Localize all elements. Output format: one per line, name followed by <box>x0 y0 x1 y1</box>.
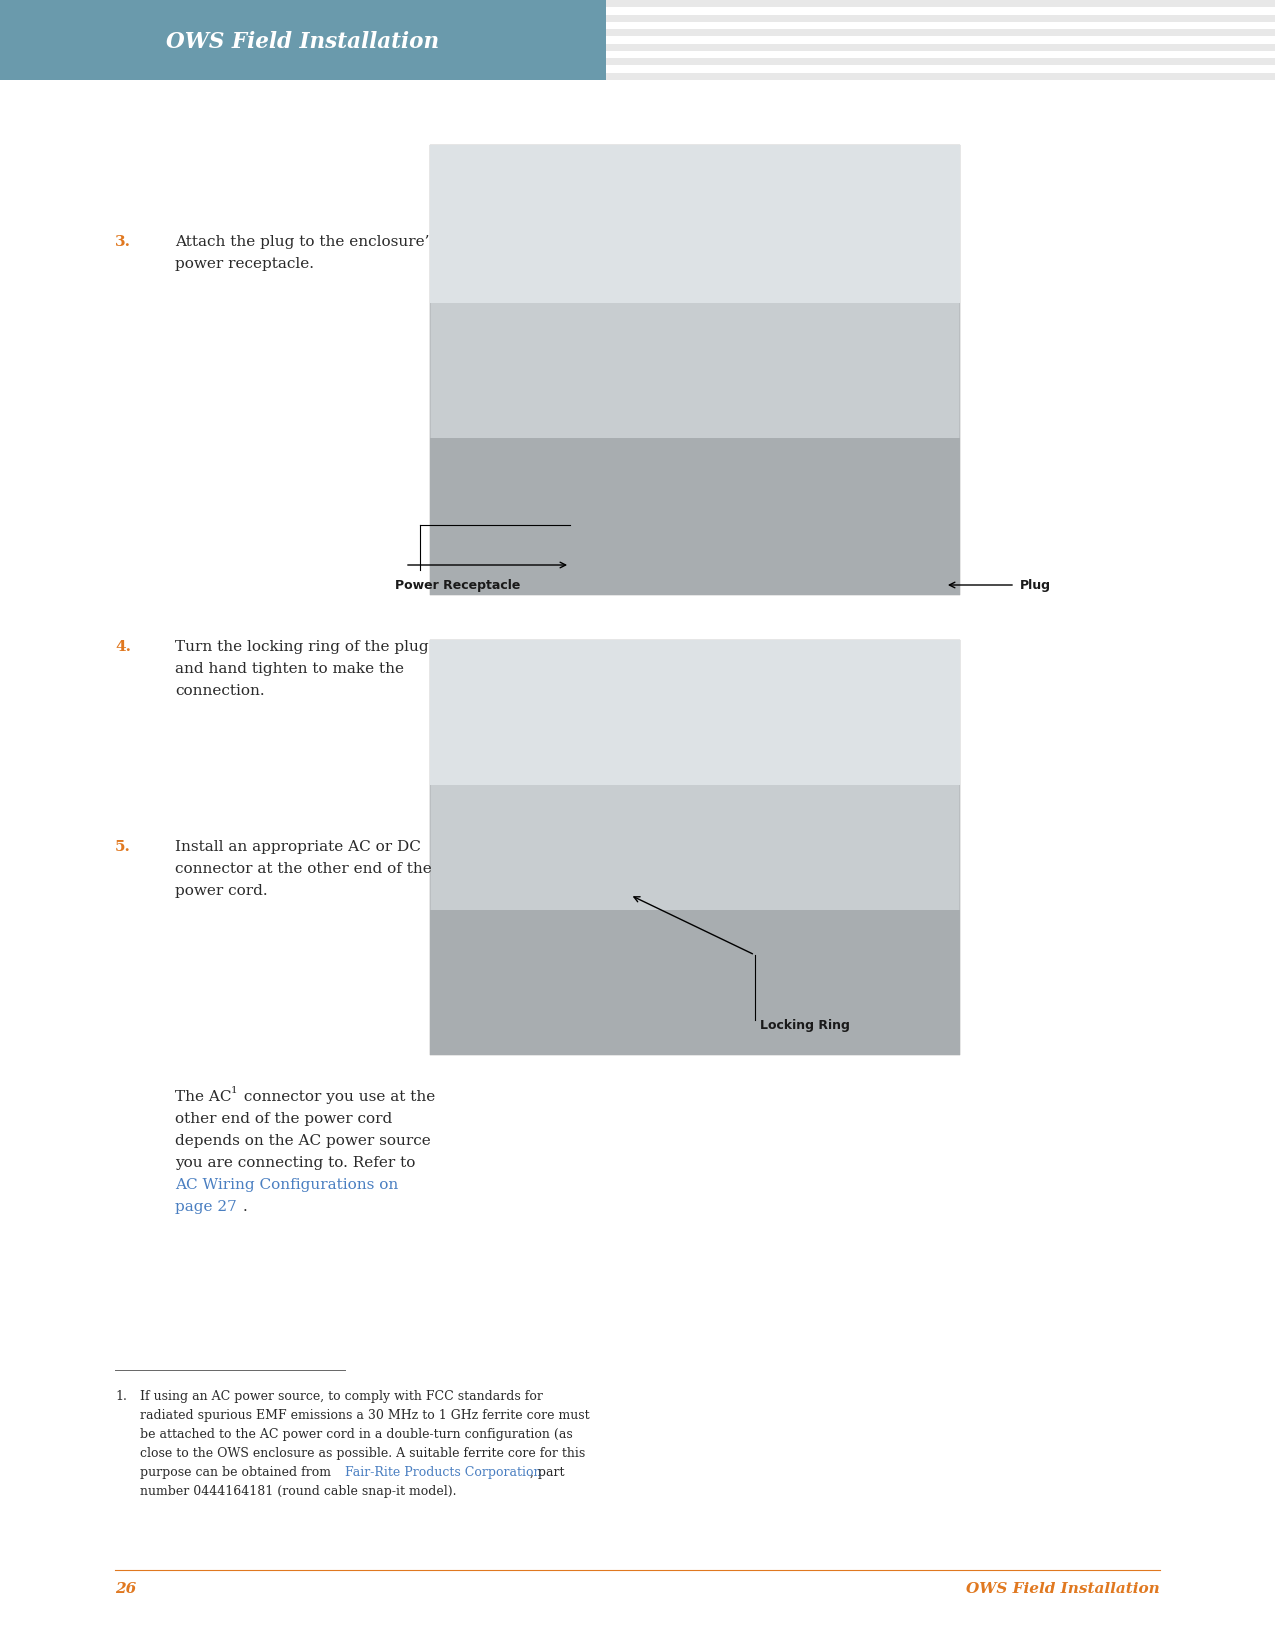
Text: connector you use at the: connector you use at the <box>238 1091 435 1104</box>
Bar <box>606 43 1275 51</box>
Bar <box>606 66 1275 73</box>
Text: other end of the power cord: other end of the power cord <box>175 1112 393 1125</box>
Text: If using an AC power source, to comply with FCC standards for: If using an AC power source, to comply w… <box>140 1389 543 1402</box>
Text: The AC: The AC <box>175 1091 232 1104</box>
Bar <box>430 145 960 302</box>
Text: OWS Field Installation: OWS Field Installation <box>966 1582 1160 1596</box>
Text: page 27: page 27 <box>175 1200 237 1214</box>
Text: power cord.: power cord. <box>175 884 268 898</box>
Text: 1.: 1. <box>115 1389 128 1402</box>
Text: connector at the other end of the: connector at the other end of the <box>175 861 432 876</box>
Bar <box>606 58 1275 66</box>
Text: , part: , part <box>530 1465 565 1478</box>
Text: OWS Field Installation: OWS Field Installation <box>166 31 440 53</box>
Bar <box>430 145 960 596</box>
Text: 1: 1 <box>231 1086 237 1096</box>
Bar <box>430 640 960 1054</box>
Bar <box>606 21 1275 30</box>
Text: Install an appropriate AC or DC: Install an appropriate AC or DC <box>175 840 421 855</box>
Text: connection.: connection. <box>175 685 265 698</box>
Text: Fair-Rite Products Corporation: Fair-Rite Products Corporation <box>346 1465 542 1478</box>
Text: Power Receptacle: Power Receptacle <box>395 579 520 591</box>
Text: Attach the plug to the enclosure’s: Attach the plug to the enclosure’s <box>175 234 437 249</box>
Text: 4.: 4. <box>115 640 131 653</box>
Bar <box>606 51 1275 58</box>
Text: purpose can be obtained from: purpose can be obtained from <box>140 1465 335 1478</box>
Text: power receptacle.: power receptacle. <box>175 257 314 271</box>
Text: close to the OWS enclosure as possible. A suitable ferrite core for this: close to the OWS enclosure as possible. … <box>140 1447 585 1460</box>
Bar <box>430 437 960 596</box>
Bar <box>430 640 960 785</box>
Text: and hand tighten to make the: and hand tighten to make the <box>175 662 404 676</box>
Bar <box>606 36 1275 43</box>
Text: Locking Ring: Locking Ring <box>760 1018 850 1031</box>
Text: 3.: 3. <box>115 234 131 249</box>
Bar <box>606 30 1275 36</box>
Text: 5.: 5. <box>115 840 131 855</box>
Bar <box>430 909 960 1054</box>
Text: be attached to the AC power cord in a double-turn configuration (as: be attached to the AC power cord in a do… <box>140 1427 572 1440</box>
Text: you are connecting to. Refer to: you are connecting to. Refer to <box>175 1157 416 1170</box>
Text: AC Wiring Configurations on: AC Wiring Configurations on <box>175 1178 398 1191</box>
Bar <box>606 15 1275 21</box>
Bar <box>606 0 1275 7</box>
Text: depends on the AC power source: depends on the AC power source <box>175 1134 431 1148</box>
Text: Turn the locking ring of the plug: Turn the locking ring of the plug <box>175 640 428 653</box>
Text: 26: 26 <box>115 1582 136 1596</box>
Bar <box>0 0 606 79</box>
Bar <box>606 7 1275 15</box>
Text: number 0444164181 (round cable snap-it model).: number 0444164181 (round cable snap-it m… <box>140 1485 456 1498</box>
Text: .: . <box>244 1200 247 1214</box>
Text: radiated spurious EMF emissions a 30 MHz to 1 GHz ferrite core must: radiated spurious EMF emissions a 30 MHz… <box>140 1409 589 1422</box>
Text: Plug: Plug <box>1020 579 1051 591</box>
Bar <box>606 73 1275 79</box>
